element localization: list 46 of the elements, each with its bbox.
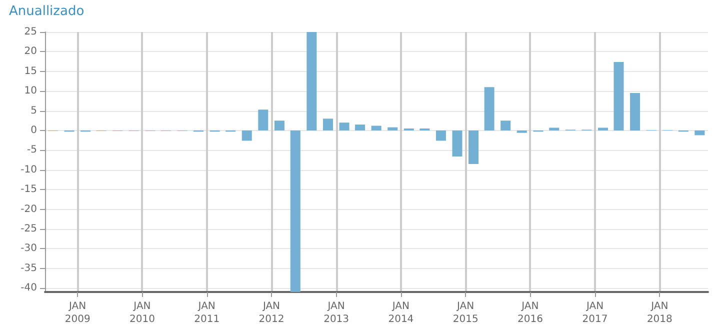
x-tick-label: JAN 2011	[194, 301, 220, 325]
bar	[436, 130, 446, 141]
bar	[598, 128, 608, 130]
bar	[371, 126, 382, 130]
bar	[614, 62, 624, 130]
bar	[339, 122, 350, 130]
y-tick-label: 10	[24, 86, 37, 97]
y-tick-label: 5	[30, 105, 37, 116]
y-tick-label: -5	[27, 144, 37, 156]
bar	[468, 130, 479, 164]
y-tick-label: -10	[20, 164, 37, 176]
bar	[322, 118, 333, 130]
bar	[549, 128, 560, 130]
x-tick-label: JAN 2009	[64, 301, 90, 325]
y-tick-label: 15	[24, 66, 37, 77]
x-tick-label: JAN 2013	[324, 301, 350, 325]
y-tick-label: 0	[30, 124, 37, 136]
x-tick-label: JAN 2016	[517, 301, 543, 325]
bar	[694, 130, 705, 136]
y-tick-label: -30	[20, 243, 37, 254]
x-tick-label: JAN 2010	[129, 301, 155, 325]
x-tick-label: JAN 2017	[582, 301, 608, 325]
bar	[258, 110, 268, 130]
x-tick-label: JAN 2012	[258, 301, 284, 325]
bar	[516, 130, 527, 133]
bar	[274, 120, 284, 130]
y-tick-label: 20	[24, 46, 37, 58]
x-tick-label: JAN 2014	[388, 301, 414, 325]
y-tick-label: -15	[20, 184, 37, 196]
y-tick-label: -40	[20, 282, 37, 294]
bar	[452, 130, 462, 156]
bar	[290, 130, 300, 292]
bar	[242, 130, 252, 141]
x-tick-label: JAN 2015	[452, 301, 478, 325]
chart-title: Anuallizado	[9, 4, 84, 19]
y-tick-label: -25	[20, 223, 37, 234]
x-tick-label: JAN 2018	[646, 301, 672, 325]
bar	[306, 32, 317, 130]
bar	[355, 124, 366, 130]
bar	[500, 120, 511, 130]
bar	[388, 127, 398, 130]
bar	[484, 87, 494, 130]
y-tick-label: 25	[24, 26, 37, 38]
y-tick-label: -20	[20, 204, 37, 215]
y-tick-label: -35	[20, 262, 37, 274]
bar	[630, 93, 640, 130]
